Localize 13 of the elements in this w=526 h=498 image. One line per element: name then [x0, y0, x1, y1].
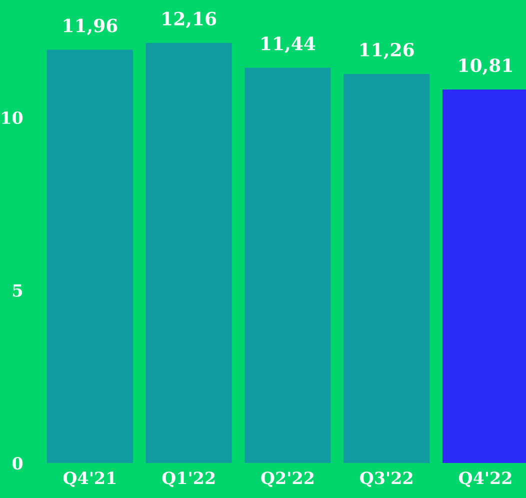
- data-label: 11,96: [64, 18, 118, 36]
- y-tick-label: 0: [12, 456, 23, 470]
- y-tick-label: 5: [13, 284, 22, 297]
- data-label: 12,16: [162, 12, 216, 28]
- y-tick-label: 10: [2, 111, 23, 124]
- x-tick-label: Q3'22: [360, 472, 412, 487]
- x-tick-label: Q4'22: [458, 472, 512, 487]
- data-label: 10,81: [459, 58, 512, 75]
- x-tick-label: Q4'21: [63, 472, 116, 487]
- data-label: 11,44: [262, 36, 316, 54]
- data-label: 11,26: [360, 42, 414, 60]
- x-tick-label: Q2'22: [261, 472, 314, 487]
- x-tick-label: Q1'22: [162, 472, 215, 487]
